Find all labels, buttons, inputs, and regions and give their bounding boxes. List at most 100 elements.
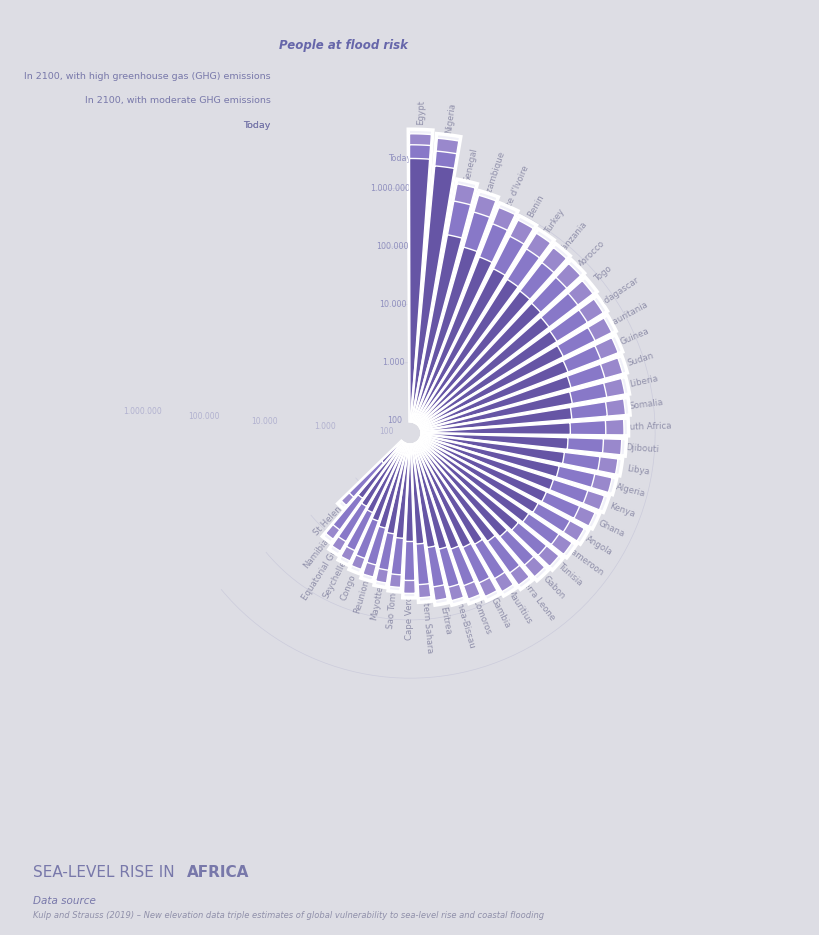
Polygon shape (421, 392, 572, 431)
Polygon shape (402, 445, 415, 598)
Polygon shape (417, 291, 529, 424)
Polygon shape (421, 436, 594, 487)
Polygon shape (417, 442, 532, 589)
Polygon shape (328, 443, 404, 555)
Text: SEA-LEVEL RISE IN: SEA-LEVEL RISE IN (33, 865, 179, 880)
Text: Mauritania: Mauritania (604, 300, 648, 330)
Polygon shape (415, 443, 505, 579)
Polygon shape (419, 439, 576, 558)
Polygon shape (409, 145, 430, 421)
Polygon shape (375, 445, 408, 583)
Polygon shape (413, 444, 463, 600)
Polygon shape (421, 437, 587, 503)
Polygon shape (420, 438, 545, 502)
Text: Seychelles: Seychelles (321, 555, 350, 600)
Text: 10.000: 10.000 (378, 300, 405, 309)
Text: Mayotte: Mayotte (369, 584, 384, 621)
Polygon shape (418, 278, 566, 424)
Text: South Africa: South Africa (618, 422, 671, 432)
Polygon shape (419, 440, 546, 555)
Polygon shape (418, 260, 584, 424)
Text: Djibouti: Djibouti (625, 443, 658, 454)
Polygon shape (419, 439, 572, 554)
Text: Benin: Benin (526, 193, 545, 219)
Polygon shape (411, 445, 448, 605)
Text: Tunisia: Tunisia (555, 562, 584, 588)
Polygon shape (422, 433, 626, 456)
Polygon shape (421, 436, 616, 495)
Polygon shape (421, 364, 604, 430)
Polygon shape (414, 444, 474, 585)
Polygon shape (417, 248, 566, 424)
Polygon shape (420, 315, 616, 427)
Text: Namibia: Namibia (301, 537, 330, 569)
Text: Ghana: Ghana (595, 519, 625, 539)
Polygon shape (419, 439, 569, 532)
Polygon shape (337, 441, 401, 510)
Polygon shape (419, 294, 577, 425)
Polygon shape (415, 443, 482, 544)
Text: People at flood risk: People at flood risk (278, 39, 407, 52)
Polygon shape (419, 309, 586, 426)
Polygon shape (419, 440, 563, 570)
Polygon shape (415, 443, 513, 592)
Text: Togo: Togo (593, 264, 614, 283)
Polygon shape (413, 212, 489, 422)
Polygon shape (419, 439, 537, 512)
Polygon shape (341, 443, 405, 561)
Text: Kenya: Kenya (608, 501, 636, 519)
Text: Tanzania: Tanzania (558, 220, 588, 254)
Text: Mozambique: Mozambique (481, 151, 506, 206)
Text: 100: 100 (379, 427, 393, 437)
Polygon shape (413, 444, 446, 549)
Polygon shape (363, 444, 406, 577)
Text: Equatorial Guinea: Equatorial Guinea (300, 531, 349, 601)
Polygon shape (372, 444, 405, 521)
Polygon shape (346, 443, 405, 551)
Text: Gambia: Gambia (489, 596, 512, 629)
Polygon shape (415, 220, 532, 423)
Polygon shape (403, 445, 414, 594)
Polygon shape (349, 444, 405, 574)
Text: Today: Today (387, 154, 411, 163)
Text: Data source: Data source (33, 896, 96, 906)
Polygon shape (420, 438, 599, 529)
Polygon shape (414, 444, 496, 597)
Polygon shape (421, 377, 629, 431)
Polygon shape (351, 444, 405, 569)
Text: 1.000.000: 1.000.000 (370, 183, 410, 193)
Polygon shape (415, 216, 536, 423)
Polygon shape (419, 439, 588, 544)
Polygon shape (414, 203, 518, 422)
Polygon shape (414, 444, 470, 548)
Polygon shape (411, 445, 435, 548)
Polygon shape (420, 438, 595, 526)
Text: Congo: Congo (338, 573, 357, 602)
Polygon shape (381, 441, 401, 463)
Text: Guinea: Guinea (618, 326, 649, 347)
Polygon shape (410, 445, 431, 597)
Polygon shape (417, 442, 529, 585)
Polygon shape (412, 235, 461, 422)
Text: 1.000: 1.000 (314, 423, 335, 431)
Polygon shape (332, 443, 403, 552)
Polygon shape (416, 233, 550, 424)
Polygon shape (415, 237, 523, 423)
Polygon shape (420, 346, 600, 428)
Polygon shape (413, 247, 477, 422)
Text: Sudan: Sudan (626, 351, 654, 367)
Polygon shape (413, 444, 459, 587)
Polygon shape (415, 443, 516, 596)
Polygon shape (418, 441, 548, 581)
Polygon shape (405, 445, 413, 541)
Polygon shape (419, 439, 584, 541)
Polygon shape (420, 327, 595, 427)
Polygon shape (422, 397, 629, 432)
Polygon shape (421, 437, 609, 512)
Polygon shape (414, 444, 459, 549)
Polygon shape (367, 443, 405, 512)
Text: Angola: Angola (583, 534, 613, 557)
Polygon shape (416, 280, 518, 424)
Polygon shape (412, 444, 465, 605)
Polygon shape (414, 444, 480, 599)
